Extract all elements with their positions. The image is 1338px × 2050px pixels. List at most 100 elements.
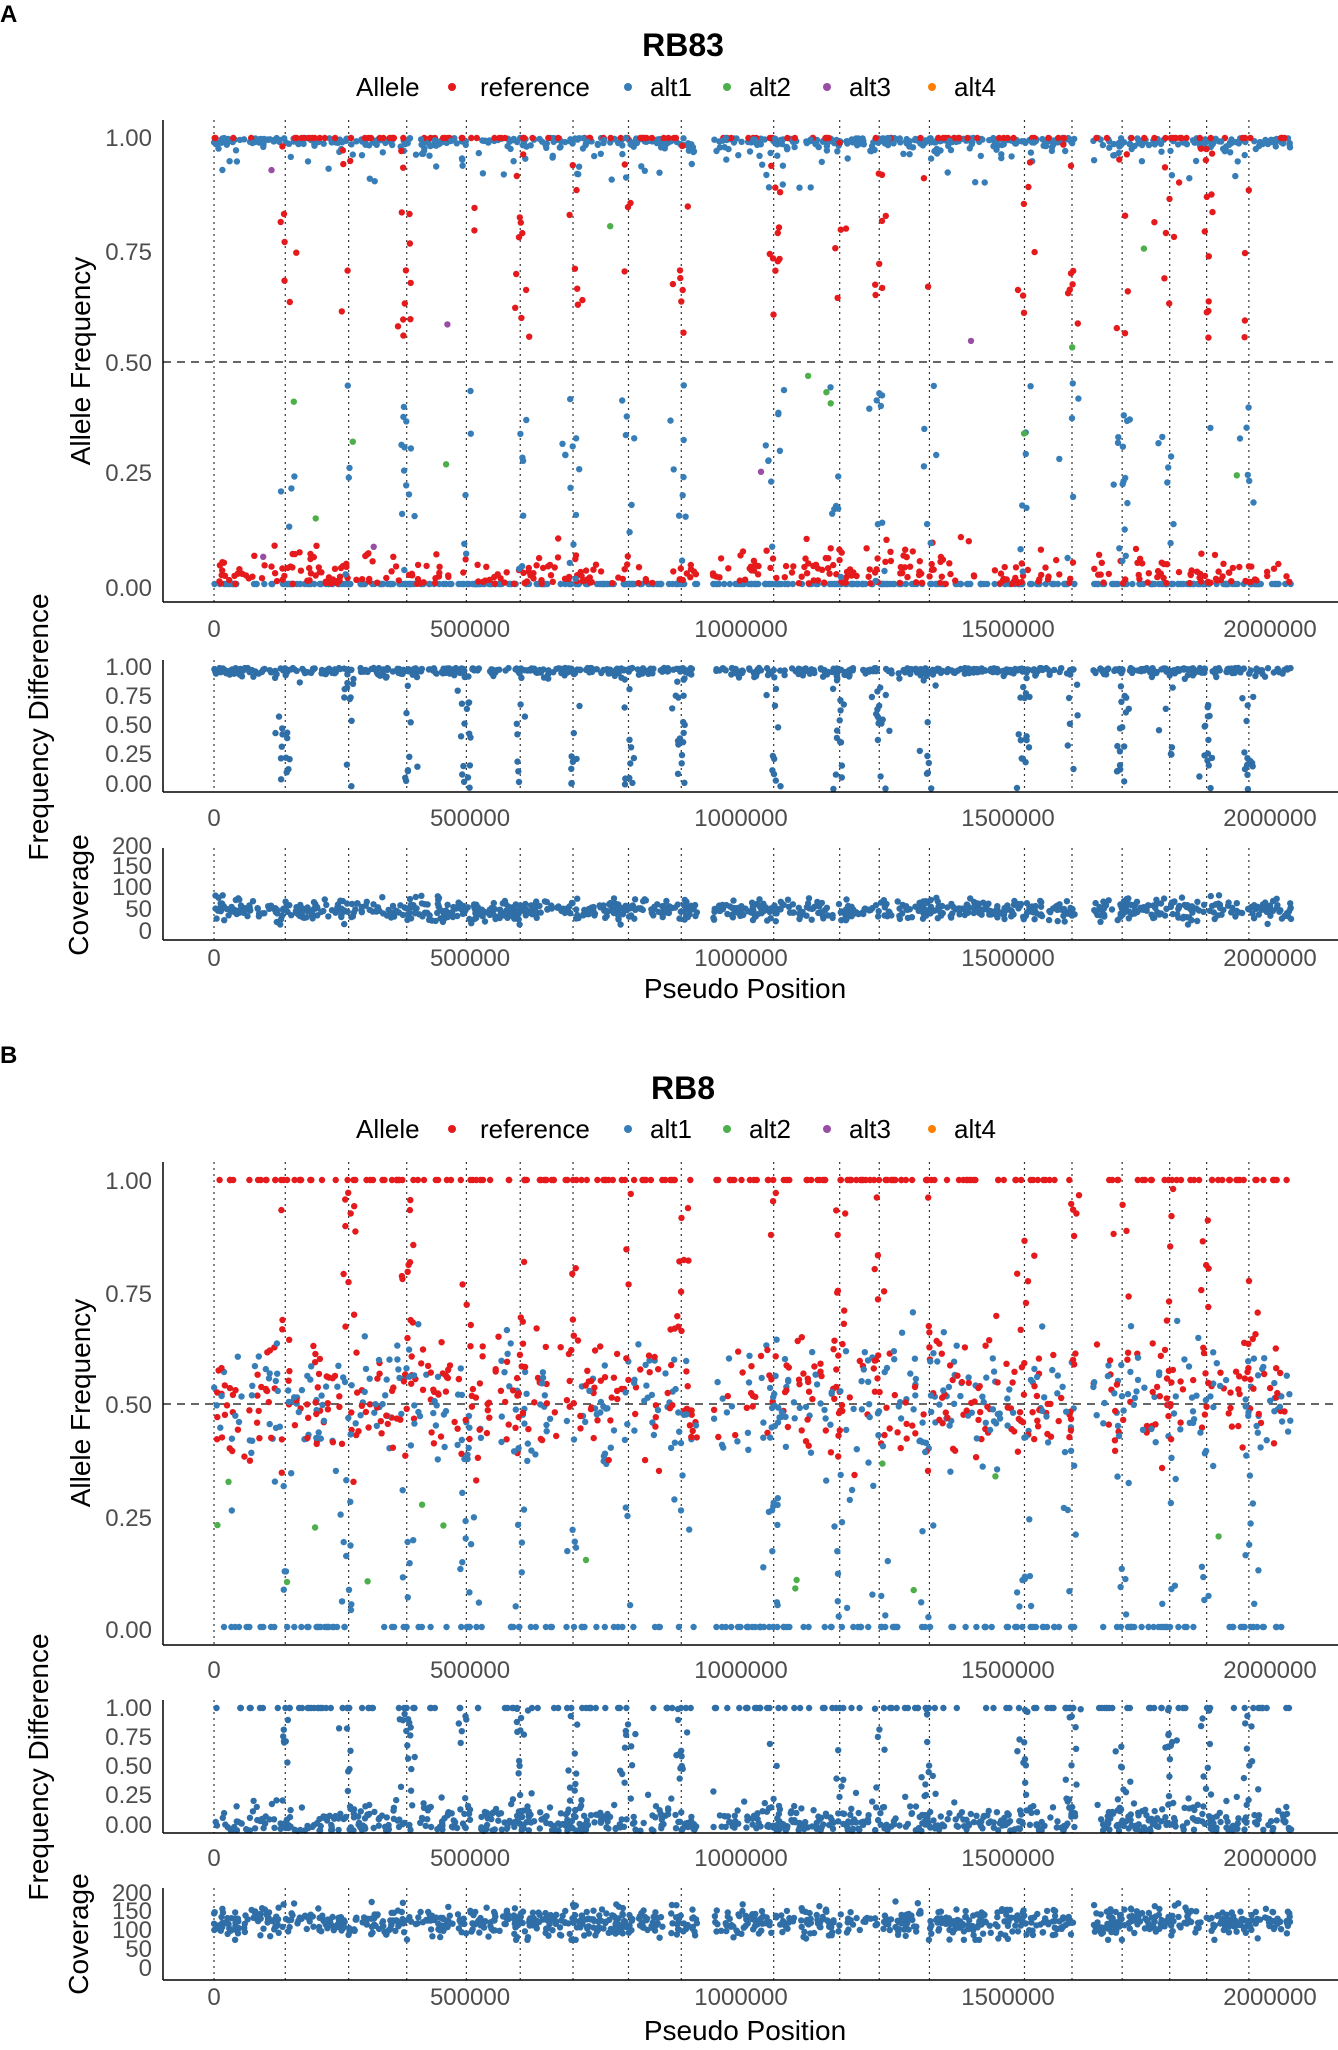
data-point (830, 561, 837, 569)
data-point (952, 577, 959, 584)
data-point (767, 149, 774, 157)
data-point (1232, 172, 1239, 180)
data-point (1060, 141, 1067, 148)
data-point (655, 1366, 662, 1373)
data-point (562, 580, 569, 588)
data-point (405, 491, 413, 498)
data-point (1114, 742, 1121, 750)
data-point (903, 1420, 910, 1428)
data-point (684, 913, 691, 921)
data-point (543, 1428, 550, 1435)
data-point (461, 673, 468, 681)
data-point (271, 1623, 278, 1631)
data-point (501, 1369, 508, 1376)
chart-title-a: RB83 (642, 27, 724, 63)
data-point (874, 521, 882, 528)
data-point (851, 1471, 858, 1479)
data-point (977, 1408, 984, 1416)
data-point (1244, 771, 1251, 778)
data-point (1124, 1623, 1132, 1631)
coverage-points-a (212, 892, 1295, 928)
data-point (1031, 916, 1038, 923)
y-axis-title-fd-a: Frequency Difference (23, 593, 54, 860)
data-point (1019, 755, 1026, 762)
data-point (882, 1623, 889, 1631)
data-point (1136, 555, 1144, 562)
data-point (751, 136, 759, 143)
data-point (607, 134, 614, 142)
data-point (1202, 156, 1210, 164)
data-point (1170, 233, 1178, 241)
data-point (957, 665, 964, 673)
data-point (1115, 139, 1123, 147)
data-point (955, 134, 962, 142)
data-point (392, 563, 400, 570)
data-point (501, 579, 508, 586)
data-point (895, 670, 902, 677)
data-point (1121, 526, 1128, 533)
data-point (1167, 147, 1174, 155)
data-point (1177, 1426, 1184, 1433)
data-point (597, 568, 605, 575)
data-point (1012, 1623, 1019, 1631)
data-point (434, 1373, 442, 1381)
data-point (713, 147, 720, 155)
data-point (857, 1623, 864, 1631)
data-point (388, 1387, 396, 1395)
data-point (281, 238, 288, 246)
data-point (1161, 164, 1169, 171)
data-point (1012, 564, 1020, 571)
data-point (1039, 1323, 1046, 1330)
data-point (291, 473, 298, 480)
data-point (341, 685, 348, 693)
data-point (1113, 324, 1121, 332)
data-point (574, 1337, 582, 1344)
data-point (575, 171, 582, 178)
data-point (566, 1377, 573, 1385)
data-point (216, 578, 223, 585)
data-point (314, 1384, 321, 1391)
data-point (1054, 1390, 1061, 1397)
data-point (923, 520, 931, 528)
data-point (965, 1379, 972, 1387)
data-point (804, 900, 812, 907)
data-point (656, 169, 663, 176)
data-point (1205, 298, 1212, 305)
data-point (1287, 664, 1294, 672)
data-point (1175, 568, 1183, 576)
data-point (1016, 1409, 1024, 1416)
data-point (1225, 1176, 1233, 1184)
data-point (353, 1431, 360, 1439)
data-point (737, 552, 744, 559)
data-point (902, 580, 910, 588)
data-point (513, 720, 520, 727)
data-point (407, 1442, 415, 1449)
data-point (234, 1426, 242, 1433)
data-point (463, 705, 471, 713)
data-point (725, 565, 732, 572)
data-point (221, 1382, 228, 1389)
data-point (780, 386, 788, 394)
data-point (929, 671, 937, 678)
data-point (741, 576, 749, 583)
data-point (343, 761, 351, 768)
data-point (1119, 557, 1126, 565)
data-point (309, 666, 316, 674)
data-point (1287, 1417, 1294, 1424)
data-point (233, 158, 241, 165)
data-point (630, 1176, 638, 1184)
data-point (1283, 1372, 1291, 1379)
data-point (728, 134, 735, 142)
coverage-plot-a: 200 150 100 50 0 0 500000 1000000 150000… (63, 833, 1338, 1004)
data-point (446, 580, 453, 588)
data-point (672, 1385, 679, 1393)
data-point (531, 665, 538, 672)
data-point (420, 1176, 428, 1184)
tick-label: 0.00 (105, 771, 152, 798)
data-point (918, 579, 926, 586)
data-point (594, 1176, 601, 1184)
data-point (1032, 1623, 1040, 1631)
data-point (256, 1435, 263, 1442)
data-point (1244, 905, 1252, 913)
data-point (1232, 913, 1239, 920)
